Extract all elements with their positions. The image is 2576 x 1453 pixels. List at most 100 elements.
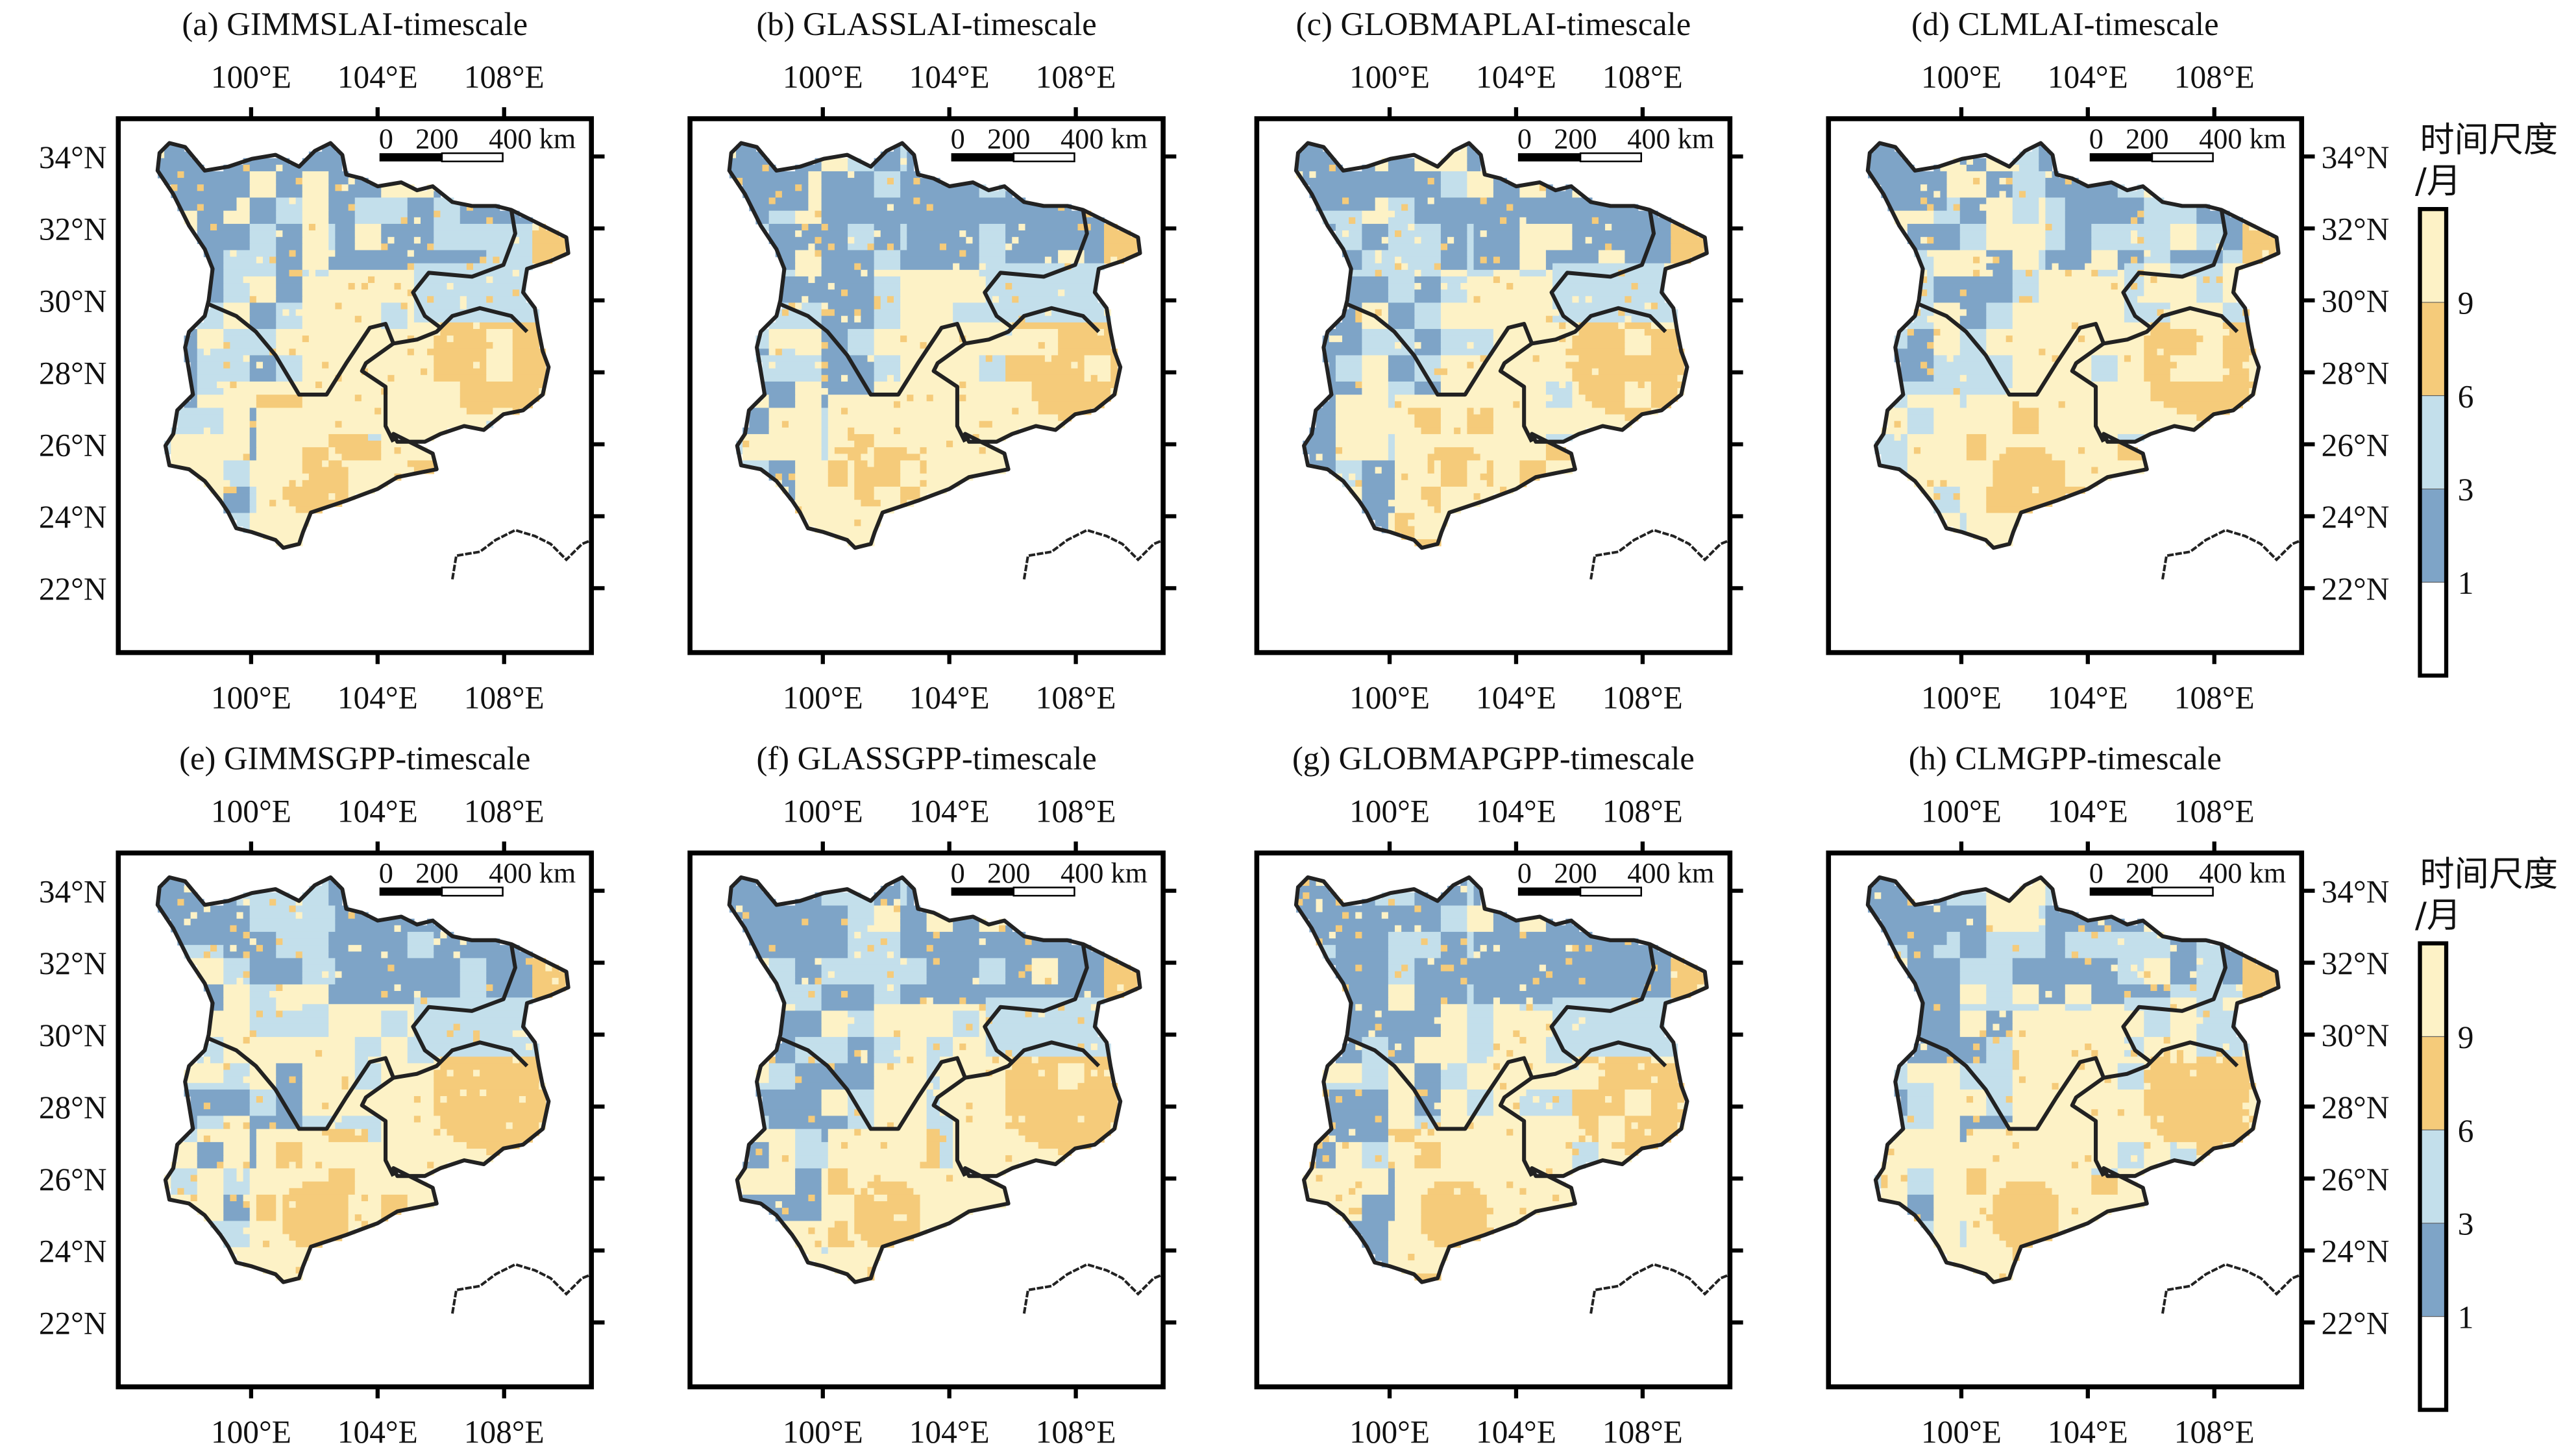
map-cell xyxy=(1434,197,1481,205)
map-cell xyxy=(749,197,770,205)
map-cell xyxy=(302,269,310,277)
map-cell xyxy=(223,1122,231,1130)
map-cell xyxy=(1539,977,1580,985)
map-cell xyxy=(959,1044,967,1051)
map-cell xyxy=(1395,480,1441,487)
map-cell xyxy=(1395,971,1402,979)
map-cell xyxy=(854,441,875,448)
map-cell xyxy=(1671,237,1704,245)
map-cell xyxy=(1440,1069,1468,1077)
map-cell xyxy=(1493,1044,1501,1051)
map-cell xyxy=(1874,178,1948,185)
map-cell xyxy=(959,250,967,258)
map-cell xyxy=(197,388,225,395)
map-cell xyxy=(1388,1056,1416,1064)
map-cell xyxy=(1434,460,1441,468)
map-cell xyxy=(1946,191,1987,199)
map-cell xyxy=(473,1030,480,1038)
map-cell xyxy=(223,336,277,343)
province-boundary xyxy=(983,209,1089,330)
scale-bar-white xyxy=(1012,886,1075,897)
map-cell xyxy=(1440,230,1468,238)
map-cell xyxy=(282,230,303,238)
map-cell xyxy=(1355,381,1363,389)
map-cell xyxy=(1440,184,1468,192)
map-cell xyxy=(2012,210,2040,218)
map-cell xyxy=(1467,178,1494,185)
map-cell xyxy=(1388,1142,1416,1149)
map-cell xyxy=(1296,899,1304,907)
map-cell xyxy=(1440,1116,1580,1123)
map-cell xyxy=(2018,886,2046,893)
map-cell xyxy=(1500,1063,1527,1071)
map-cell xyxy=(1329,1129,1349,1136)
map-cell xyxy=(249,480,290,487)
map-cell xyxy=(223,1188,251,1195)
map-cell xyxy=(1881,460,1908,468)
map-cell xyxy=(781,1004,796,1012)
map-cell xyxy=(1434,1181,1475,1189)
map-cell xyxy=(532,984,566,992)
map-cell xyxy=(795,381,822,389)
map-cell xyxy=(302,237,330,245)
map-cell xyxy=(276,1076,290,1084)
map-cell xyxy=(1362,1208,1395,1215)
map-cell xyxy=(1545,269,1553,277)
map-cell xyxy=(2222,958,2243,966)
map-cell xyxy=(900,230,908,238)
map-cell xyxy=(1578,381,1626,389)
map-cell xyxy=(1933,1194,1994,1202)
map-cell xyxy=(249,460,303,468)
map-cell xyxy=(210,348,270,356)
map-cell xyxy=(1986,1208,1994,1215)
map-cell xyxy=(1933,322,1961,330)
map-cell xyxy=(1650,388,1678,395)
map-cell xyxy=(1414,532,1441,540)
map-cell xyxy=(460,971,487,979)
map-cell xyxy=(1519,1208,1527,1215)
map-cell xyxy=(1913,243,1961,251)
map-cell xyxy=(177,1188,185,1195)
map-cell xyxy=(2117,964,2131,972)
map-cell xyxy=(1440,328,1494,336)
map-cell xyxy=(1933,256,1974,264)
map-cell xyxy=(1572,342,1626,350)
map-cell xyxy=(815,210,822,218)
map-cell xyxy=(874,184,901,192)
map-cell xyxy=(1493,925,1521,933)
map-cell xyxy=(2124,991,2131,998)
map-cell xyxy=(1342,977,1389,985)
map-cell xyxy=(1493,408,1606,415)
map-cell xyxy=(1414,892,1429,900)
map-cell xyxy=(1440,315,1547,323)
map-cell xyxy=(171,1181,198,1189)
lat-label: 30°N xyxy=(2322,1018,2390,1053)
map-cell xyxy=(1427,938,1441,946)
map-cell xyxy=(552,977,559,985)
map-cell xyxy=(1414,336,1441,343)
map-cell xyxy=(256,1010,264,1018)
map-cell xyxy=(742,460,770,468)
map-cell xyxy=(795,1082,875,1090)
map-cell xyxy=(1887,421,1895,428)
scale-bar-label: 200 xyxy=(1554,123,1597,155)
map-cell xyxy=(473,1069,480,1077)
map-cell xyxy=(1440,480,1468,487)
map-cell xyxy=(1480,230,1488,238)
map-cell xyxy=(1329,395,1336,402)
map-cell xyxy=(243,276,277,284)
map-cell xyxy=(413,276,487,284)
lon-label-top: 100°E xyxy=(1349,59,1430,95)
map-cell xyxy=(1316,1142,1323,1149)
map-cell xyxy=(1591,296,1626,304)
map-cell xyxy=(1907,473,1994,481)
map-cell xyxy=(2078,336,2085,343)
map-cell xyxy=(282,1214,349,1222)
map-cell xyxy=(2196,328,2230,336)
map-cell xyxy=(979,250,1006,258)
map-cell xyxy=(1486,1221,1514,1228)
map-cell xyxy=(335,447,382,455)
scale-bar-label: 0 xyxy=(1517,123,1532,155)
map-cell xyxy=(1440,283,1448,290)
